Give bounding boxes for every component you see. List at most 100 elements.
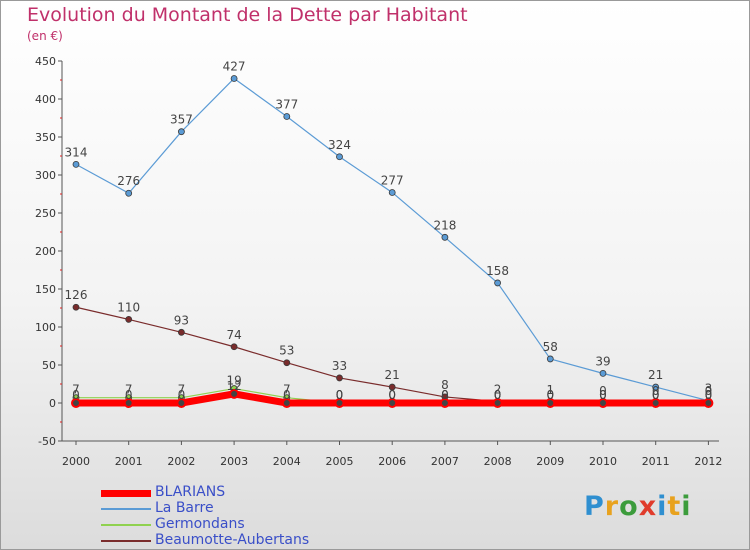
y-tick-label: 100 (35, 321, 56, 334)
data-point (652, 383, 660, 391)
y-tick-label: 250 (35, 207, 56, 220)
x-tick-label: 2010 (589, 455, 617, 468)
y-tick-label: 350 (35, 131, 56, 144)
data-point (72, 303, 80, 311)
data-point (650, 398, 661, 408)
proxiti-logo: Proxiti (584, 491, 692, 522)
data-label: 377 (275, 97, 298, 111)
data-label: 33 (332, 359, 347, 373)
data-point (230, 75, 238, 82)
data-label: 0 (705, 384, 713, 398)
data-label: 0 (599, 388, 607, 402)
data-point (125, 189, 133, 197)
y-tick-label: 450 (35, 55, 56, 68)
data-label: 0 (72, 388, 80, 402)
data-point (703, 398, 714, 408)
data-label: 93 (174, 313, 189, 327)
logo-letter: i (681, 491, 692, 522)
data-point (546, 355, 554, 363)
legend-label: La Barre (155, 500, 214, 516)
data-label: 126 (65, 288, 88, 302)
data-point (545, 398, 556, 408)
data-point (125, 315, 133, 323)
data-point (388, 383, 396, 391)
data-label: 0 (705, 388, 713, 402)
data-label: 39 (595, 354, 610, 368)
x-tick-label: 2001 (115, 455, 143, 468)
data-label: 314 (65, 145, 88, 159)
data-label: 427 (223, 59, 246, 73)
data-label: 21 (385, 368, 400, 382)
data-label: 277 (381, 173, 404, 187)
y-tick-label: 300 (35, 169, 56, 182)
data-point (336, 153, 343, 161)
logo-letter: P (584, 491, 605, 522)
x-tick-label: 2009 (536, 455, 564, 468)
data-point (388, 189, 396, 196)
data-point (494, 279, 502, 287)
data-label: 0 (599, 384, 607, 398)
y-tick-label: -50 (38, 435, 56, 448)
data-label: 324 (328, 138, 351, 152)
data-label: 0 (494, 388, 502, 402)
legend: BLARIANS La Barre Germondans Beaumotte-Aube… (101, 485, 309, 549)
data-label: 1 (546, 383, 554, 397)
data-label: 0 (599, 388, 607, 402)
logo-letter: t (667, 491, 682, 522)
legend-item: Beaumotte-Aubertans (101, 533, 309, 549)
y-tick-label: 200 (35, 245, 56, 258)
data-point (176, 398, 187, 408)
logo-letter: r (604, 491, 620, 522)
x-tick-label: 2004 (273, 455, 301, 468)
data-label: 58 (543, 340, 558, 354)
data-point (283, 113, 291, 120)
data-label: 0 (125, 388, 133, 402)
x-tick-label: 2002 (167, 455, 195, 468)
logo-letter: i (657, 491, 668, 522)
data-point (387, 398, 398, 408)
logo-letter: x (638, 491, 658, 522)
x-tick-label: 2008 (484, 455, 512, 468)
data-label: 0 (546, 388, 554, 402)
data-point (283, 359, 291, 367)
data-label: 0 (441, 388, 449, 402)
data-point (336, 374, 343, 382)
data-label: 0 (336, 388, 344, 402)
data-label: 7 (72, 383, 80, 397)
y-tick-label: 150 (35, 283, 56, 296)
data-point (72, 160, 80, 168)
data-point (123, 398, 134, 408)
data-point (230, 343, 238, 351)
data-label: 0 (546, 388, 554, 402)
data-label: 19 (226, 374, 241, 388)
data-label: 0 (336, 388, 344, 402)
data-label: 110 (117, 300, 140, 314)
data-label: 0 (388, 388, 396, 402)
legend-swatch (101, 508, 151, 510)
data-point (598, 398, 608, 408)
x-tick-label: 2012 (694, 455, 722, 468)
x-tick-label: 2003 (220, 455, 248, 468)
data-label: 2 (494, 382, 502, 396)
logo-letter: o (619, 491, 639, 522)
data-point (599, 369, 607, 377)
data-label: 53 (279, 344, 294, 358)
data-label: 0 (441, 388, 449, 402)
data-label: 7 (178, 383, 186, 397)
data-label: 21 (648, 368, 663, 382)
series-line-1 (75, 77, 709, 402)
legend-label: Beaumotte-Aubertans (155, 532, 310, 548)
y-tick-label: 0 (49, 397, 56, 410)
data-label: 0 (494, 388, 502, 402)
data-label: 158 (486, 264, 509, 278)
data-label: 0 (705, 388, 713, 402)
x-tick-label: 2005 (326, 455, 354, 468)
data-label: 7 (283, 383, 291, 397)
data-label: 0 (178, 388, 186, 402)
data-point (439, 398, 450, 408)
data-label: 0 (652, 388, 660, 402)
data-point (492, 398, 503, 408)
data-point (177, 328, 185, 336)
